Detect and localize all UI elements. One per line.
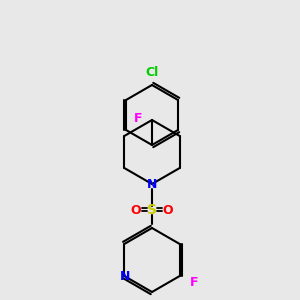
Text: Cl: Cl xyxy=(146,66,159,79)
Text: N: N xyxy=(147,178,157,191)
Text: F: F xyxy=(134,112,142,124)
Text: F: F xyxy=(190,275,198,289)
Text: O: O xyxy=(163,203,173,217)
Text: N: N xyxy=(120,271,130,284)
Text: O: O xyxy=(131,203,141,217)
Text: S: S xyxy=(147,203,157,217)
